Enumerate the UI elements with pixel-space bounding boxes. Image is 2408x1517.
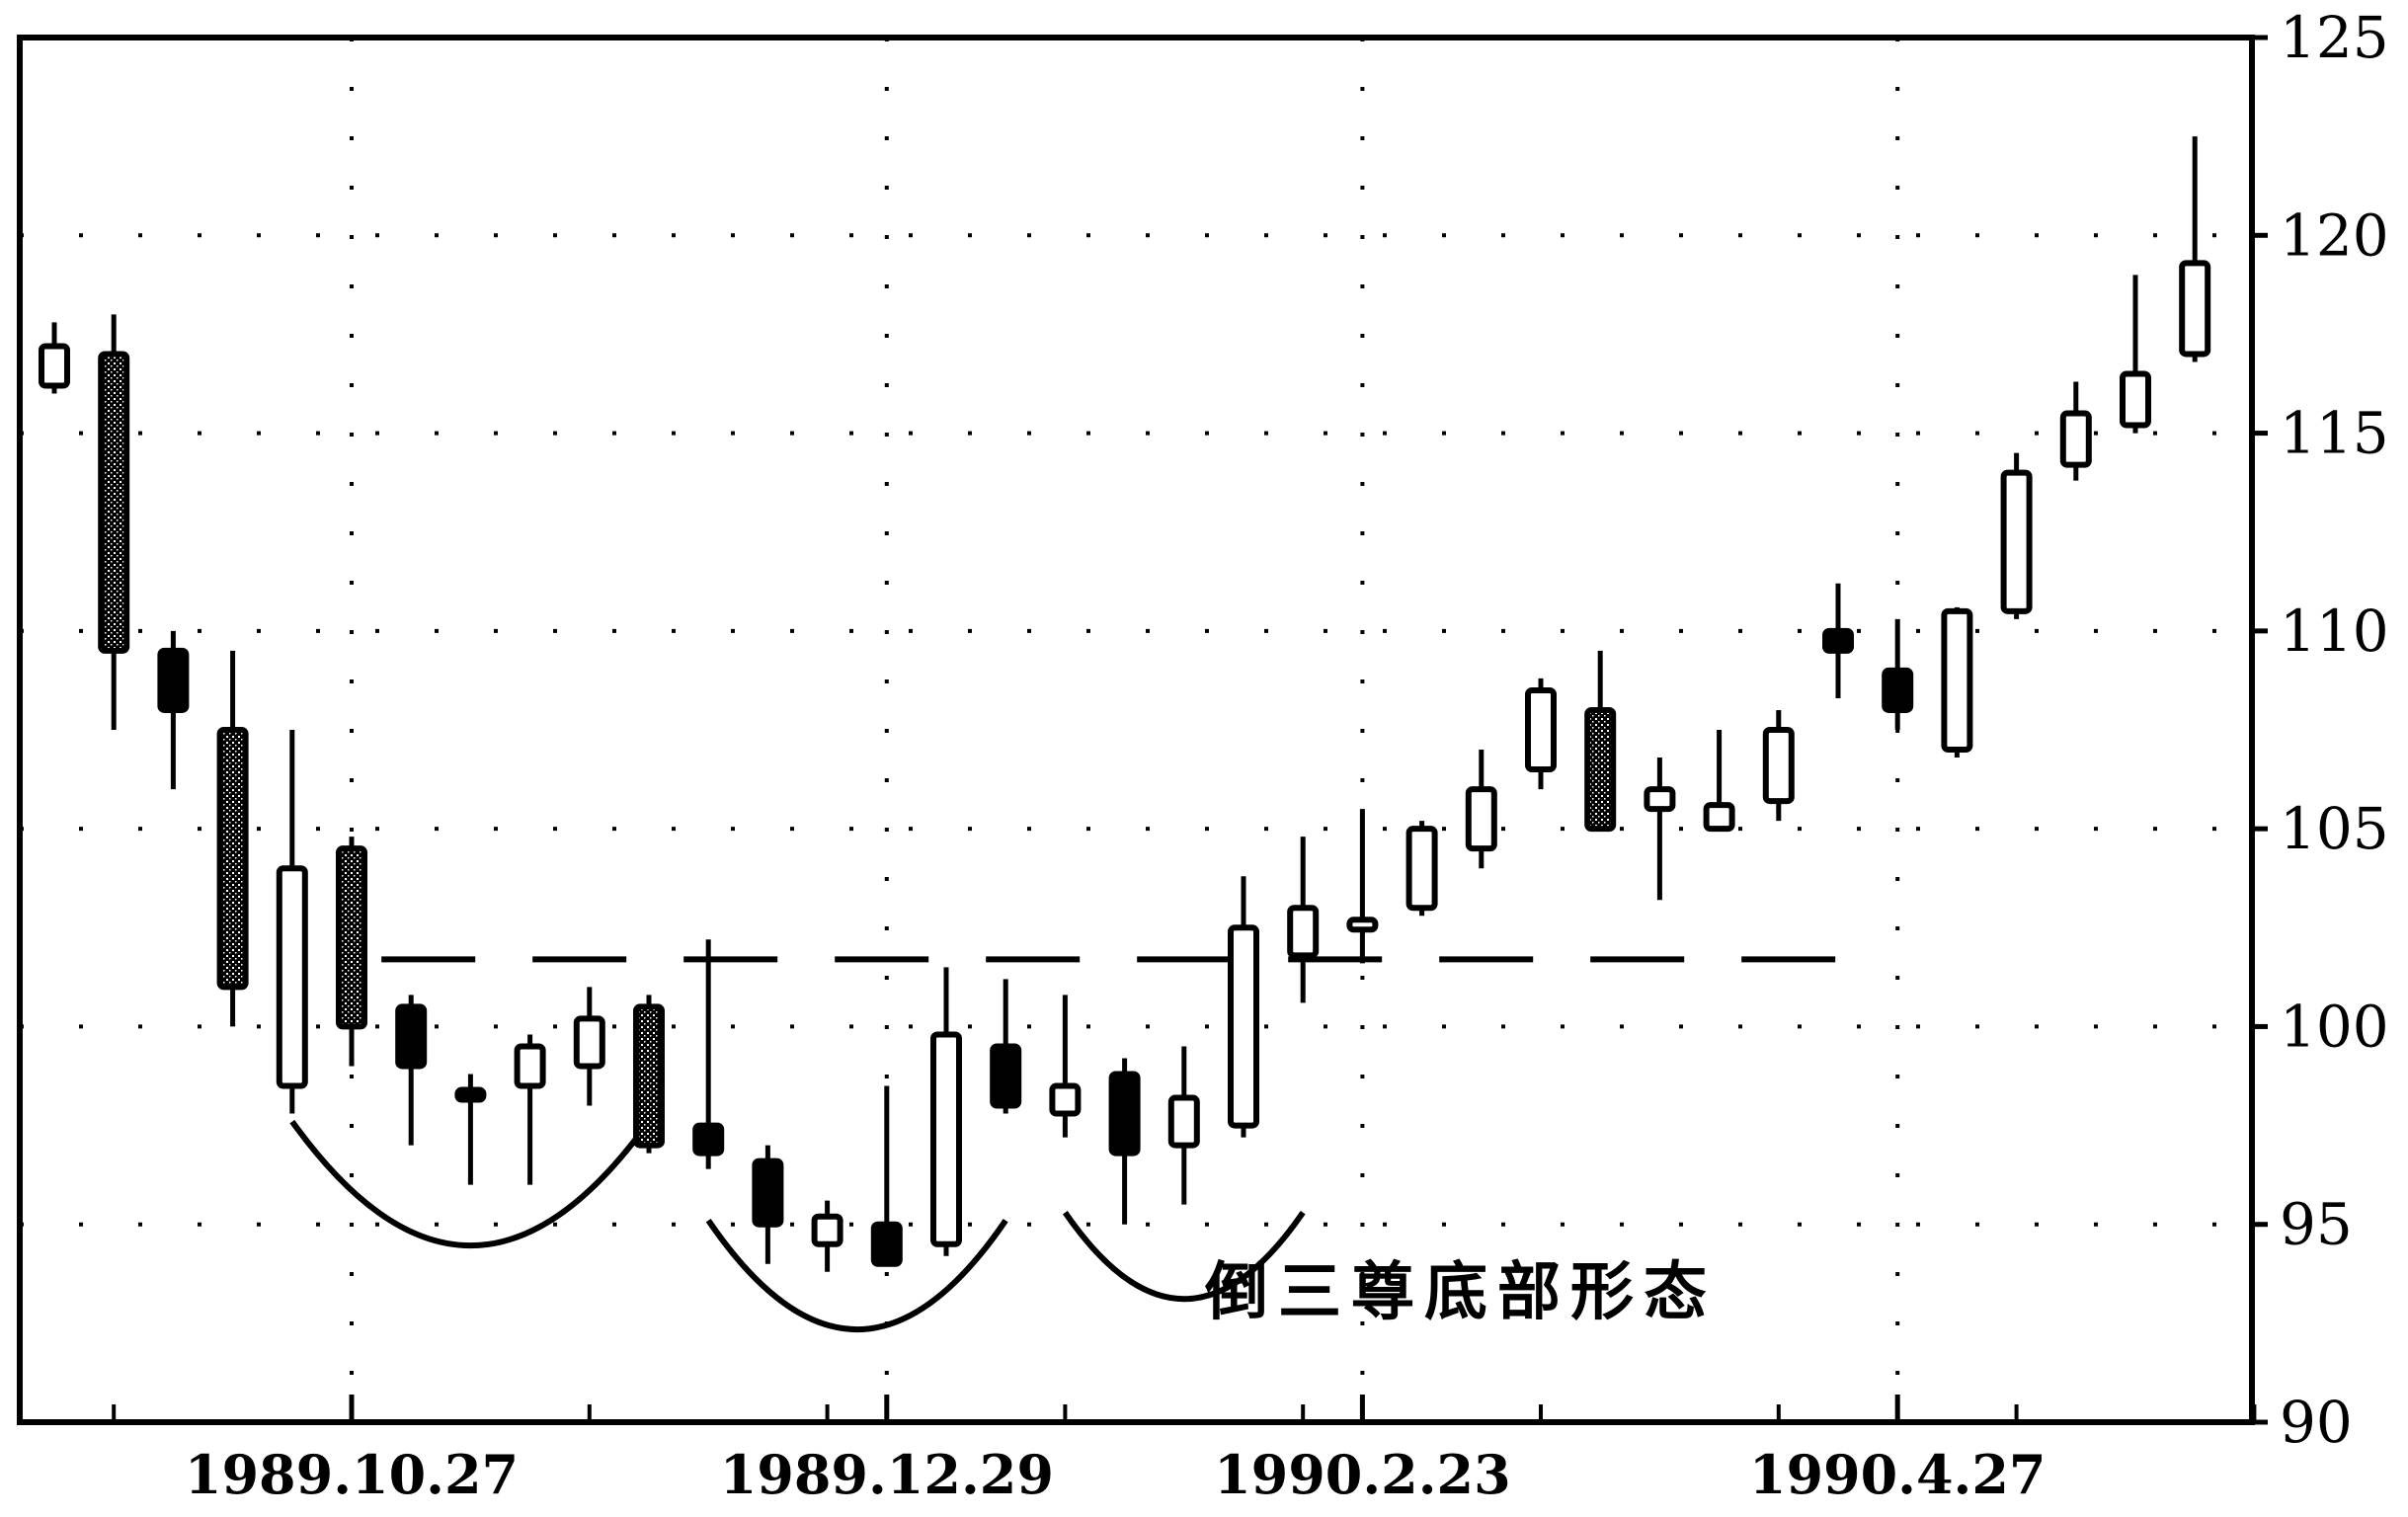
candle (1644, 758, 1676, 901)
candle (633, 995, 665, 1154)
x-date-label: 1989.10.27 (185, 1443, 519, 1506)
candle-body (1228, 924, 1259, 1129)
candle (514, 1034, 546, 1185)
candle-body (1762, 727, 1795, 805)
candle (1584, 650, 1617, 833)
candle-body (752, 1158, 784, 1228)
candle (2000, 452, 2033, 619)
candle (990, 979, 1022, 1114)
x-date-label: 1989.12.29 (720, 1443, 1054, 1506)
grid-lines (20, 38, 2252, 1422)
plot-frame (17, 35, 2255, 1425)
candle-body (633, 1003, 665, 1149)
y-tick-label: 125 (2280, 4, 2389, 71)
candle-body (157, 647, 190, 713)
candle (752, 1145, 784, 1264)
candle-body (2059, 410, 2092, 468)
trough-arc (705, 1219, 1008, 1333)
candle-body (1882, 667, 1914, 713)
candle (811, 1200, 843, 1272)
candle (2179, 136, 2211, 362)
candle (216, 650, 249, 1027)
candle (157, 630, 190, 790)
candle-body (1822, 627, 1854, 654)
candle (395, 995, 428, 1146)
candle (573, 987, 605, 1106)
y-tick-label: 110 (2280, 598, 2389, 665)
candle-body (990, 1043, 1022, 1109)
candle-body (454, 1086, 487, 1103)
candle-body (2120, 370, 2151, 429)
candle-body (1346, 917, 1379, 933)
candle (1108, 1058, 1141, 1225)
candle-body (2000, 469, 2033, 614)
pattern-annotation: 倒三尊底部形态 (1204, 1256, 1717, 1329)
candle-body (1525, 686, 1557, 773)
candles (39, 136, 2211, 1272)
trough-arc (289, 1119, 652, 1249)
candle (930, 967, 962, 1256)
candle (1762, 709, 1795, 822)
x-axis: 1989.10.27 1989.12.29 1990.2.23 1990.4.27 (112, 1395, 2257, 1506)
candle-body (216, 727, 249, 991)
candle-body (2179, 260, 2211, 358)
candle-body (336, 845, 367, 1030)
candle (692, 939, 725, 1169)
candle (1167, 1046, 1200, 1205)
y-axis: 90 95 100 105 110 115 120 125 (2252, 4, 2389, 1456)
candle (1228, 876, 1259, 1138)
x-date-label: 1990.2.23 (1214, 1443, 1511, 1506)
candle-body (1644, 786, 1676, 813)
candle-body (39, 343, 70, 389)
candle-body (276, 865, 308, 1089)
candle-body (1941, 607, 1973, 754)
trough-arc (1062, 1210, 1306, 1303)
candle (1941, 606, 1973, 758)
candle-body (395, 1003, 428, 1070)
candle-body (930, 1031, 962, 1247)
y-tick-label: 90 (2280, 1389, 2353, 1456)
candle-body (692, 1122, 725, 1157)
candle-body (1584, 706, 1617, 833)
candle-body (573, 1015, 605, 1070)
y-tick-label: 115 (2280, 400, 2389, 467)
candle-body (1703, 802, 1735, 833)
y-tick-label: 95 (2280, 1191, 2353, 1258)
candle (2120, 275, 2151, 434)
candle (1405, 821, 1438, 917)
candle (1465, 750, 1497, 869)
candle (870, 1085, 903, 1267)
candle (1882, 618, 1914, 730)
candle-body (1108, 1071, 1141, 1157)
candle (1287, 837, 1320, 1003)
candle-body (1167, 1094, 1200, 1149)
candle (2059, 381, 2092, 481)
candle (276, 730, 308, 1114)
y-tick-label: 100 (2280, 993, 2389, 1060)
candle-body (1287, 905, 1320, 959)
candle-body (1049, 1082, 1082, 1117)
candle-body (811, 1213, 843, 1247)
candle (98, 314, 130, 730)
candle (1822, 583, 1854, 698)
candle-body (1405, 826, 1438, 912)
candle-body (98, 351, 130, 654)
candle (1525, 678, 1557, 790)
bottom-arcs (289, 1119, 1306, 1333)
x-date-label: 1990.4.27 (1749, 1443, 2047, 1506)
y-tick-label: 105 (2280, 795, 2389, 862)
candle-body (1465, 786, 1497, 852)
candle (1346, 809, 1379, 964)
candle-body (870, 1221, 903, 1267)
candle (39, 322, 70, 394)
candle-body (514, 1043, 546, 1089)
candle (336, 837, 367, 1067)
y-tick-label: 120 (2280, 201, 2389, 269)
candle (454, 1074, 487, 1185)
candle (1703, 730, 1735, 833)
candle (1049, 995, 1082, 1138)
